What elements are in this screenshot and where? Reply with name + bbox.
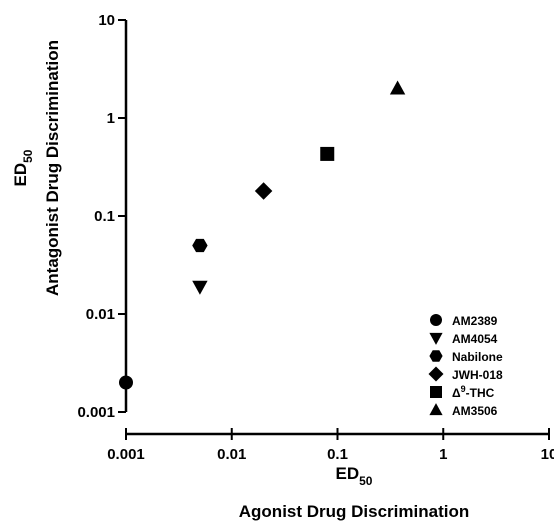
- y-axis-label-line1: ED50: [11, 149, 35, 186]
- legend-marker: [429, 350, 443, 362]
- y-axis-ticks: 0.001 0.01 0.1 1 10: [77, 12, 126, 421]
- legend: AM2389 AM4054 Nabilone JWH-018 Δ9-THC AM3506: [428, 314, 503, 418]
- x-axis-label: ED50 Agonist Drug Discrimination: [239, 464, 469, 521]
- x-axis-label-line2: Agonist Drug Discrimination: [239, 502, 469, 521]
- legend-label-suffix: -THC: [466, 386, 495, 400]
- legend-label-sup: 9: [461, 384, 466, 394]
- legend-label: AM2389: [452, 314, 498, 328]
- y-tick-label: 0.01: [86, 306, 115, 323]
- legend-label: AM3506: [452, 404, 498, 418]
- legend-marker: [430, 314, 442, 326]
- legend-marker: [428, 366, 444, 382]
- point-am3506: [389, 80, 406, 95]
- y-tick-label: 0.001: [77, 404, 115, 421]
- legend-marker: [429, 332, 443, 345]
- y-axis-label-line2: Antagonist Drug Discrimination: [43, 40, 62, 296]
- x-tick-label: 10: [541, 446, 554, 463]
- x-tick-label: 0.1: [327, 446, 348, 463]
- x-tick-label: 0.01: [217, 446, 246, 463]
- x-axis-ticks: 0.001 0.01 0.1 1 10: [107, 428, 554, 463]
- y-tick-label: 1: [107, 110, 115, 127]
- point-thc: [320, 146, 335, 161]
- y-tick-label: 0.1: [94, 208, 115, 225]
- point-am2389: [119, 375, 133, 390]
- legend-label: AM4054: [452, 332, 498, 346]
- legend-label-prefix: Δ: [452, 386, 461, 400]
- legend-marker: [430, 386, 442, 398]
- legend-label: Nabilone: [452, 350, 503, 364]
- y-axis-label: ED50 Antagonist Drug Discrimination: [11, 40, 62, 296]
- x-tick-label: 1: [439, 446, 447, 463]
- legend-label: Δ9-THC: [452, 384, 495, 400]
- x-tick-label: 0.001: [107, 446, 145, 463]
- point-nabilone: [192, 238, 208, 253]
- legend-label: JWH-018: [452, 368, 503, 382]
- point-jwh-018: [254, 182, 273, 200]
- data-points: [119, 80, 406, 390]
- point-am4054: [192, 280, 208, 295]
- x-axis-label-line1: ED50: [336, 464, 373, 488]
- legend-marker: [429, 403, 443, 416]
- y-tick-label: 10: [98, 12, 115, 29]
